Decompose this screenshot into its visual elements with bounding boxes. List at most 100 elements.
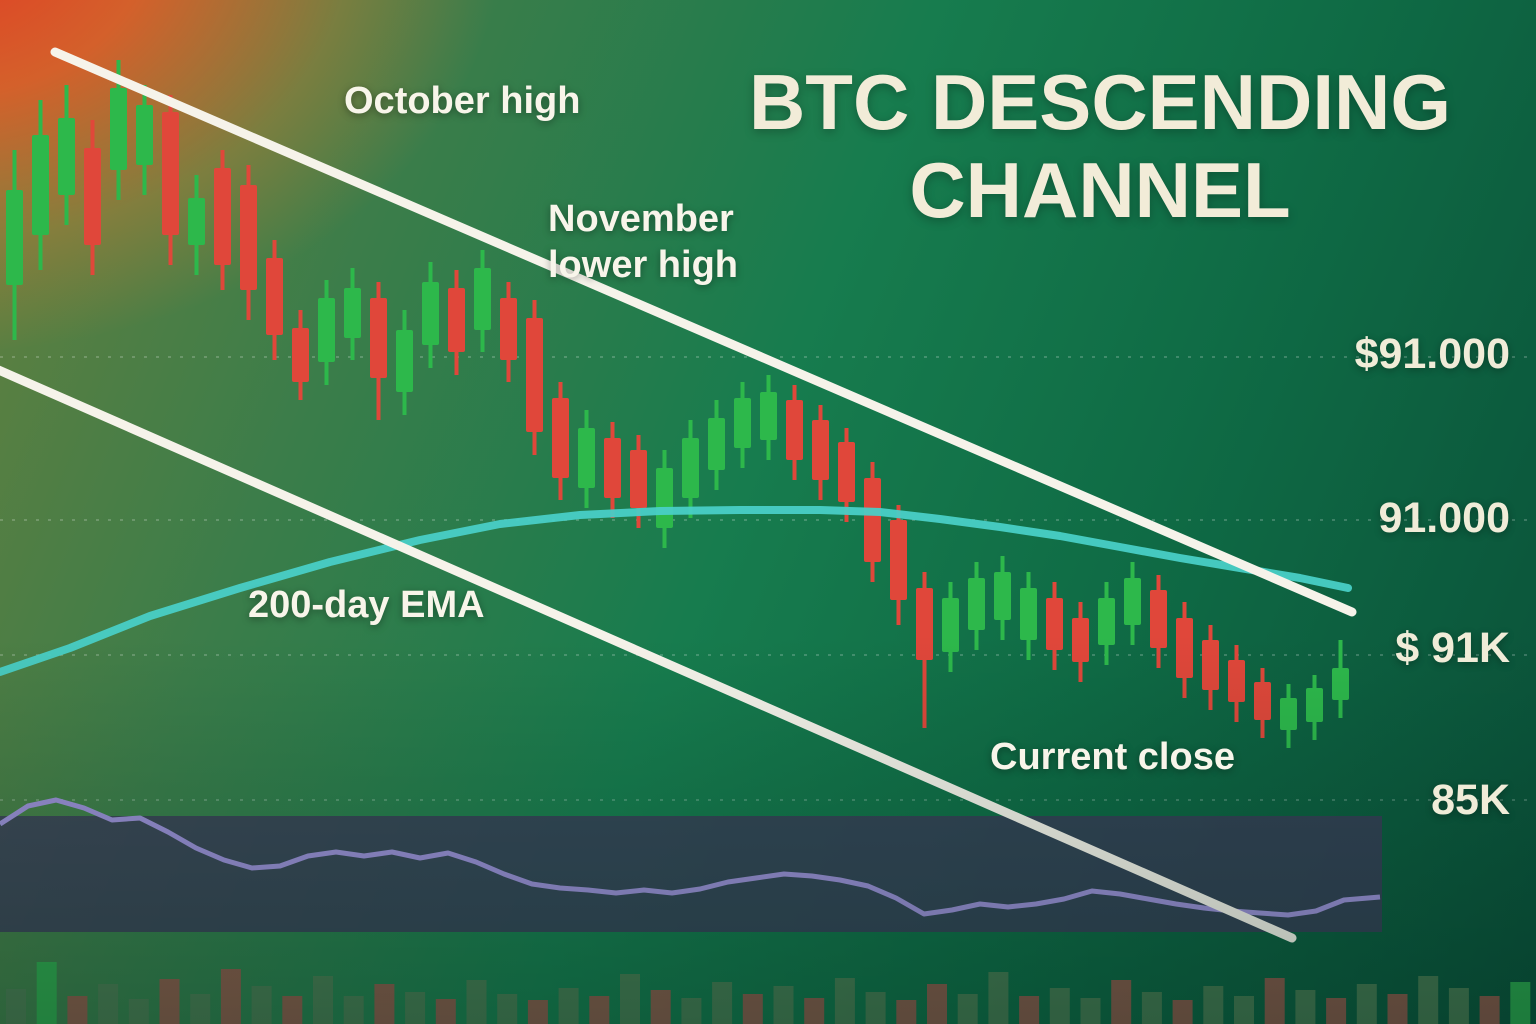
candle-body xyxy=(396,330,413,392)
annotation-november-line1: November xyxy=(548,198,734,240)
annotation-november-lower-high: November lower high xyxy=(548,196,738,289)
candle-body xyxy=(630,450,647,508)
volume-bar xyxy=(558,988,579,1024)
candle-body xyxy=(292,328,309,382)
candle-body xyxy=(266,258,283,335)
candle-body xyxy=(318,298,335,362)
volume-bar xyxy=(6,989,26,1024)
volume-bar xyxy=(1356,984,1377,1024)
volume-bar xyxy=(313,976,333,1024)
volume-bar xyxy=(773,986,794,1024)
volume-bar xyxy=(681,998,702,1024)
candle-body xyxy=(682,438,699,498)
annotation-october-high: October high xyxy=(344,80,581,122)
candle-body xyxy=(1332,668,1349,700)
candle-body xyxy=(1228,660,1245,702)
candle-body xyxy=(838,442,855,502)
volume-bar xyxy=(1049,988,1070,1024)
candle-body xyxy=(1280,698,1297,730)
candle-body xyxy=(994,572,1011,620)
volume-bar xyxy=(988,972,1009,1024)
volume-bar xyxy=(804,998,825,1024)
volume-bar xyxy=(36,962,57,1024)
candle-body xyxy=(526,318,543,432)
volume-bar xyxy=(497,994,518,1024)
volume-bar xyxy=(282,996,303,1024)
volume-bar xyxy=(650,990,671,1024)
candle-body xyxy=(864,478,881,562)
volume-bar xyxy=(1234,996,1254,1024)
volume-bar xyxy=(1080,998,1101,1024)
candle-body xyxy=(916,588,933,660)
annotation-november-line2: lower high xyxy=(548,244,738,287)
candle-body xyxy=(760,392,777,440)
volume-bar xyxy=(589,996,610,1024)
price-label-91000-dollar: $91.000 xyxy=(1354,330,1510,378)
volume-bar xyxy=(1141,992,1162,1024)
volume-bar xyxy=(620,974,640,1024)
candle-body xyxy=(1150,590,1167,648)
volume-bar xyxy=(374,984,395,1024)
candle-body xyxy=(890,520,907,600)
volume-bar xyxy=(251,986,272,1024)
volume-bar xyxy=(1479,996,1500,1024)
chart-title-line1: BTC DESCENDING xyxy=(748,58,1452,146)
volume-bar xyxy=(712,982,733,1024)
candle-body xyxy=(578,428,595,488)
candle-body xyxy=(1020,588,1037,640)
candle-body xyxy=(32,135,49,235)
price-label-91k: $ 91K xyxy=(1395,624,1510,672)
candle-body xyxy=(84,148,101,245)
volume-bar xyxy=(466,980,487,1024)
volume-bar xyxy=(128,999,149,1024)
candle-body xyxy=(708,418,725,470)
volume-bar xyxy=(1295,990,1316,1024)
volume-bar xyxy=(742,994,763,1024)
candle-body xyxy=(58,118,75,195)
annotation-current-close: Current close xyxy=(990,736,1235,778)
volume-bar xyxy=(1264,978,1285,1024)
volume-bar xyxy=(927,984,947,1024)
candle-body xyxy=(188,198,205,245)
volume-bar xyxy=(1203,986,1224,1024)
trendline-upper-channel xyxy=(50,47,1357,617)
indicator-line xyxy=(0,797,1381,918)
candle-body xyxy=(370,298,387,378)
candle-body xyxy=(1306,688,1323,722)
volume-bar xyxy=(527,1000,548,1024)
annotation-200-day-ema: 200-day EMA xyxy=(248,584,485,626)
candle-body xyxy=(6,190,23,285)
candle-body xyxy=(1176,618,1193,678)
chart-title: BTC DESCENDING CHANNEL xyxy=(690,58,1510,234)
candle-body xyxy=(656,468,673,528)
candle-body xyxy=(110,88,127,170)
volume-bar xyxy=(435,999,456,1024)
candle-body xyxy=(474,268,491,330)
candle-body xyxy=(604,438,621,498)
volume-bar xyxy=(1326,998,1347,1024)
candle-body xyxy=(968,578,985,630)
candle-body xyxy=(1254,682,1271,720)
volume-bar xyxy=(865,992,886,1024)
volume-bar xyxy=(67,996,88,1024)
volume-bar xyxy=(1510,982,1531,1024)
candle-body xyxy=(344,288,361,338)
volume-bar xyxy=(1111,980,1132,1024)
candle-body xyxy=(448,288,465,352)
candle-body xyxy=(552,398,569,478)
candle-body xyxy=(240,185,257,290)
trendline-lower-channel xyxy=(0,365,1297,943)
candle-body xyxy=(1072,618,1089,662)
volume-bar xyxy=(190,994,211,1024)
volume-bar xyxy=(405,992,426,1024)
candle-body xyxy=(214,168,231,265)
candle-body xyxy=(734,398,751,448)
volume-bar xyxy=(343,996,364,1024)
candle-body xyxy=(812,420,829,480)
candle-body xyxy=(786,400,803,460)
price-label-91000: 91.000 xyxy=(1378,494,1510,542)
volume-bar xyxy=(98,984,119,1024)
indicator-panel xyxy=(0,816,1382,932)
volume-bar xyxy=(1172,1000,1193,1024)
